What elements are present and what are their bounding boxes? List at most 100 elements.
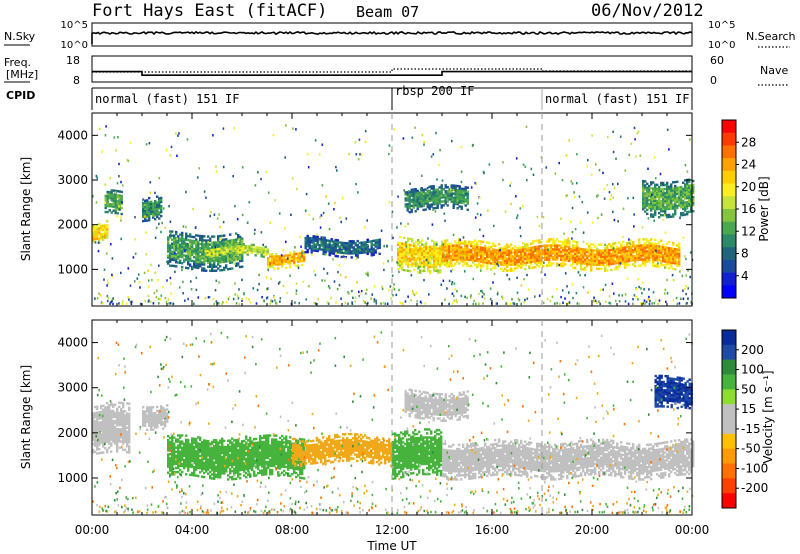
heat-cell — [110, 300, 112, 304]
heat-cell — [478, 264, 481, 267]
heat-cell — [222, 165, 225, 169]
heat-cell — [217, 267, 220, 270]
heat-cell — [166, 404, 169, 407]
heat-cell — [197, 252, 200, 256]
heat-cell — [492, 242, 495, 245]
heat-cell — [344, 250, 347, 253]
heat-cell — [174, 251, 176, 255]
heat-cell — [626, 242, 629, 245]
heat-cell — [572, 256, 575, 259]
heat-cell — [435, 247, 438, 250]
heat-cell — [378, 238, 381, 242]
heat-cell — [540, 253, 543, 256]
heat-cell — [156, 205, 159, 209]
heat-cell — [518, 248, 521, 252]
heat-cell — [494, 258, 497, 262]
heat-cell — [312, 237, 315, 240]
heat-cell — [452, 246, 455, 249]
heat-cell — [114, 211, 117, 215]
heat-cell — [171, 238, 174, 241]
heat-cell — [413, 260, 416, 263]
heat-cell — [181, 266, 184, 269]
heat-cell — [562, 301, 564, 305]
heat-cell — [409, 263, 412, 267]
heat-cell — [370, 248, 373, 251]
heat-cell — [146, 199, 149, 202]
heat-cell — [592, 251, 595, 254]
heat-cell — [412, 292, 414, 295]
heat-cell — [578, 251, 581, 254]
heat-cell — [660, 263, 663, 267]
heat-cell — [235, 302, 238, 305]
heat-cell — [410, 274, 413, 277]
heat-cell — [452, 256, 455, 260]
nsky-label: N.Sky — [4, 30, 36, 43]
heat-cell — [360, 245, 363, 249]
heat-cell — [448, 261, 451, 264]
heat-cell — [524, 257, 527, 261]
heat-cell — [155, 295, 158, 299]
nave-line — [92, 68, 692, 73]
heat-cell — [108, 193, 111, 196]
site-title: Fort Hays East (fitACF) — [92, 1, 327, 21]
heat-cell — [633, 126, 636, 130]
heat-cell — [289, 263, 292, 267]
heat-cell — [634, 260, 637, 264]
heat-cell — [488, 249, 491, 253]
heat-cell — [92, 230, 95, 233]
heat-cell — [632, 259, 635, 262]
heat-cell — [304, 238, 307, 242]
heat-cell — [422, 204, 425, 208]
heat-cell — [435, 249, 438, 252]
heat-cell — [356, 254, 359, 257]
heat-cell — [184, 299, 186, 302]
heat-cell — [112, 195, 115, 198]
heat-cell — [373, 300, 376, 303]
heat-cell — [195, 254, 198, 257]
y-tick-label: 4000 — [57, 128, 88, 142]
heat-cell — [483, 171, 485, 175]
heat-cell — [174, 270, 176, 274]
heat-cell — [419, 263, 422, 266]
heat-cell — [197, 248, 200, 252]
heat-cell — [98, 223, 101, 226]
heat-cell — [215, 269, 218, 272]
heat-cell — [580, 257, 583, 261]
heat-cell — [92, 224, 95, 227]
heat-cell — [522, 250, 525, 253]
heat-cell — [232, 243, 235, 246]
heat-cell — [338, 264, 341, 267]
heat-cell — [160, 198, 163, 202]
heat-cell — [425, 243, 428, 247]
heat-cell — [546, 250, 549, 253]
heat-cell — [409, 251, 412, 255]
heat-cell — [413, 246, 416, 249]
heat-cell — [435, 257, 438, 260]
heat-cell — [293, 255, 296, 258]
heat-cell — [246, 251, 249, 254]
heat-cell — [466, 244, 469, 247]
heat-cell — [325, 195, 327, 198]
heat-cell — [419, 249, 422, 252]
heat-cell — [518, 258, 521, 262]
heat-cell — [450, 244, 453, 248]
heat-cell — [407, 251, 410, 254]
heat-cell — [525, 263, 527, 267]
heat-cell — [101, 150, 103, 154]
heat-cell — [658, 255, 661, 258]
heat-cell — [267, 257, 270, 260]
heat-cell — [104, 201, 106, 205]
heat-cell — [614, 260, 617, 263]
heat-cell — [478, 240, 481, 243]
heat-cell — [216, 250, 219, 253]
heat-cell — [460, 242, 463, 245]
heat-cell — [572, 296, 574, 300]
heat-cell — [570, 264, 573, 267]
heat-cell — [606, 251, 609, 254]
heat-cell — [346, 248, 349, 251]
heat-cell — [253, 232, 256, 235]
heat-cell — [492, 244, 495, 247]
heat-cell — [344, 276, 347, 279]
heat-cell — [423, 278, 425, 282]
heat-cell — [372, 249, 375, 253]
